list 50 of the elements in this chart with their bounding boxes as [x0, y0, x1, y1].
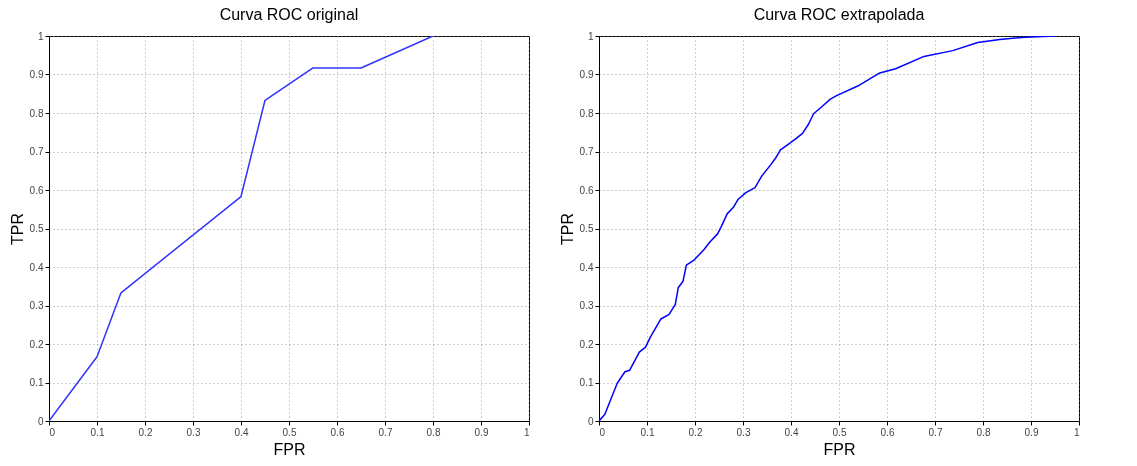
y-tick-label: 0.1 [29, 377, 44, 388]
y-tick-label: 0.9 [29, 69, 44, 80]
y-tick-label: 0.2 [29, 338, 44, 350]
x-tick-label: 0.5 [832, 426, 847, 438]
y-tick-label: 0.9 [579, 69, 594, 80]
x-axis-title: FPR [823, 440, 856, 458]
x-tick-label: 0 [49, 426, 56, 438]
y-tick-label: 0.4 [579, 261, 594, 273]
x-tick-label: 1 [1073, 426, 1080, 438]
x-tick-label: 0.9 [474, 426, 489, 438]
y-axis-title: TPR [558, 213, 576, 245]
x-tick-label: 0.6 [880, 426, 895, 438]
y-tick-label: 0.1 [579, 377, 594, 388]
y-tick-label: 0.8 [29, 107, 44, 119]
x-tick-label: 0.9 [1024, 426, 1039, 438]
y-tick-label: 1 [37, 30, 44, 42]
x-tick-label: 0.1 [90, 426, 105, 438]
y-tick-label: 0.8 [579, 107, 594, 119]
y-tick-label: 0.3 [579, 300, 594, 311]
x-tick-label: 0.1 [640, 426, 655, 438]
x-tick-label: 0.3 [186, 426, 201, 438]
chart-title: Curva ROC original [219, 6, 359, 23]
y-tick-label: 0.4 [29, 261, 44, 273]
x-axis-title: FPR [273, 440, 306, 458]
x-tick-label: 0.4 [784, 426, 799, 438]
y-tick-label: 0.6 [579, 184, 594, 196]
y-axis-title: TPR [8, 213, 26, 245]
y-tick-label: 0.7 [29, 146, 44, 157]
y-tick-label: 0 [587, 415, 594, 427]
x-tick-label: 0.3 [736, 426, 751, 438]
y-tick-label: 1 [587, 30, 594, 42]
x-tick-label: 0.2 [138, 426, 153, 438]
chart-title: Curva ROC extrapolada [753, 6, 925, 23]
x-tick-label: 0.8 [426, 426, 441, 438]
x-tick-label: 0.5 [282, 426, 297, 438]
x-tick-label: 0.2 [688, 426, 703, 438]
x-tick-label: 0.4 [234, 426, 249, 438]
y-tick-label: 0.3 [29, 300, 44, 311]
x-tick-label: 0 [599, 426, 606, 438]
x-tick-label: 1 [523, 426, 530, 438]
y-tick-label: 0.5 [29, 223, 44, 234]
x-tick-label: 0.7 [378, 426, 393, 438]
y-tick-label: 0 [37, 415, 44, 427]
x-tick-label: 0.6 [330, 426, 345, 438]
y-tick-label: 0.7 [579, 146, 594, 157]
x-tick-label: 0.8 [976, 426, 991, 438]
y-tick-label: 0.5 [579, 223, 594, 234]
y-tick-label: 0.6 [29, 184, 44, 196]
y-tick-label: 0.2 [579, 338, 594, 350]
x-tick-label: 0.7 [928, 426, 943, 438]
